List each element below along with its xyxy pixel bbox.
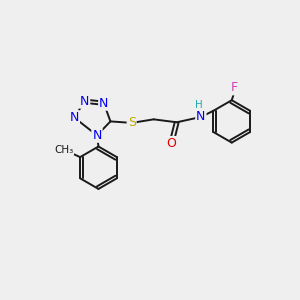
- Text: N: N: [99, 97, 109, 110]
- Text: H: H: [196, 100, 203, 110]
- Text: N: N: [80, 95, 89, 108]
- Text: S: S: [128, 116, 136, 129]
- Text: O: O: [167, 137, 176, 150]
- Text: N: N: [92, 129, 102, 142]
- Text: N: N: [196, 110, 206, 124]
- Text: CH₃: CH₃: [54, 145, 74, 155]
- Text: N: N: [70, 111, 79, 124]
- Text: F: F: [231, 81, 238, 94]
